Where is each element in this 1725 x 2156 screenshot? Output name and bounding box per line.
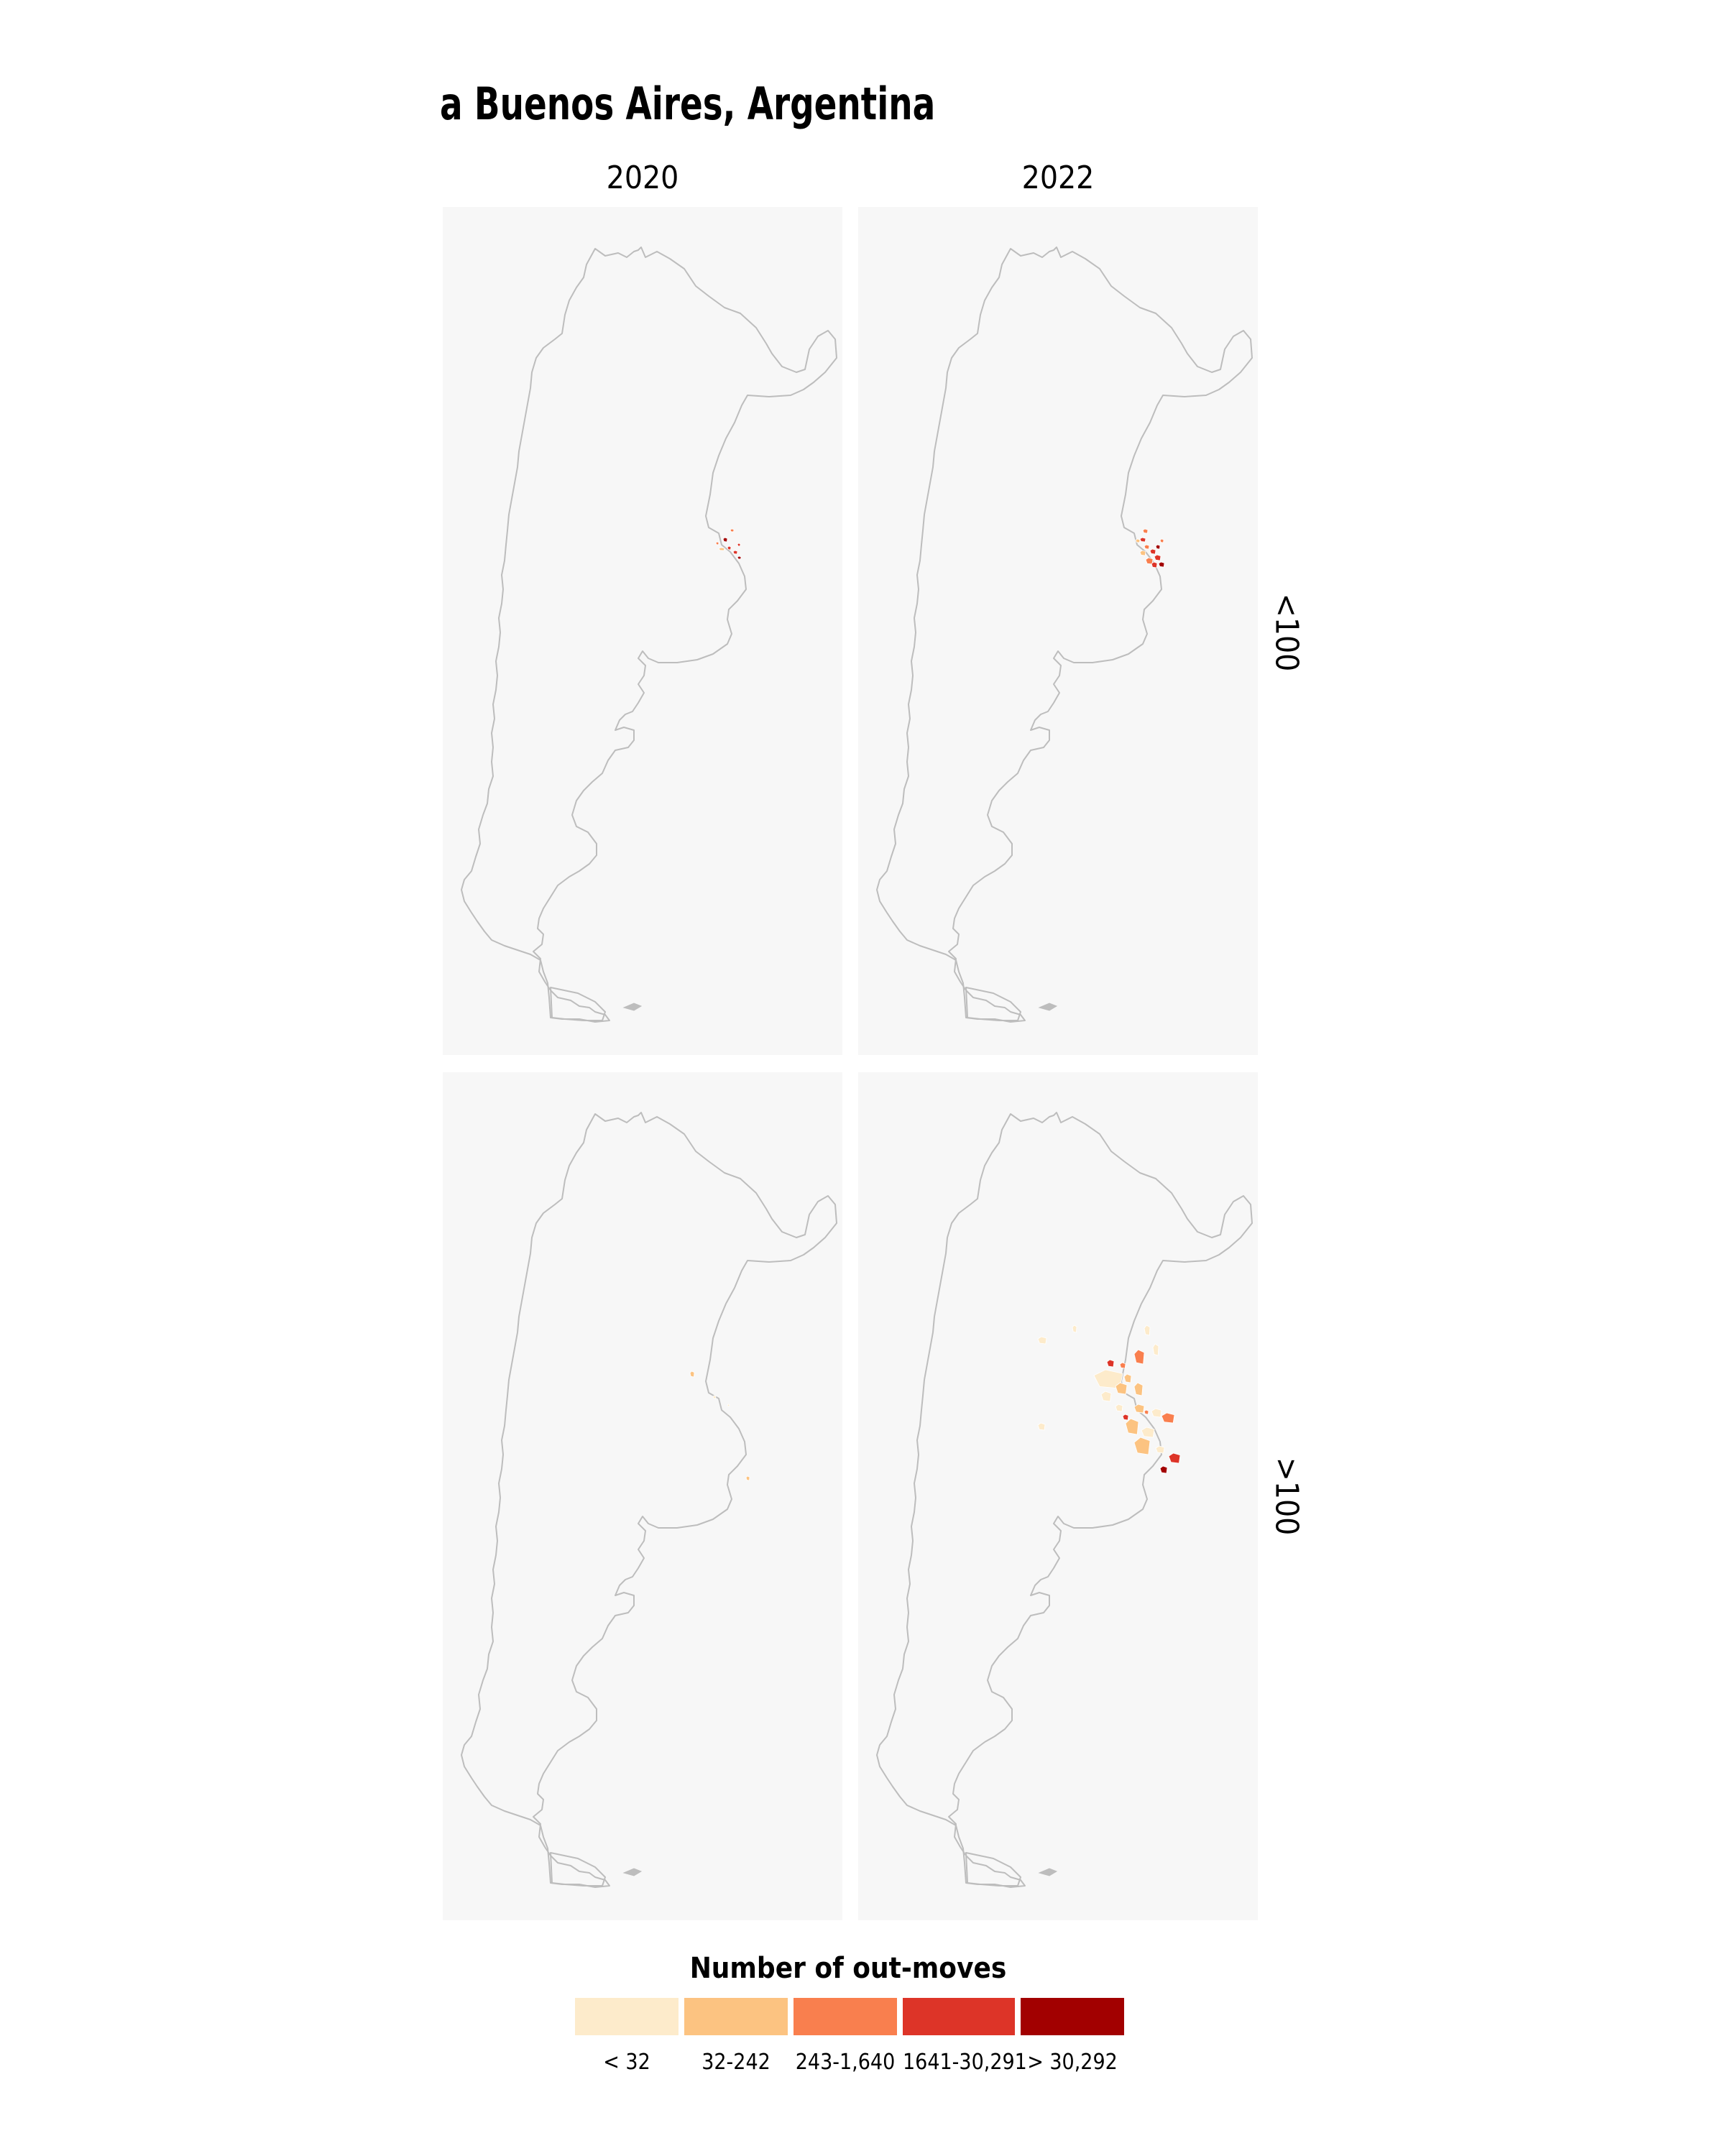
department-region: [1161, 1412, 1175, 1424]
department-region: [737, 543, 741, 547]
department-region: [1125, 1418, 1139, 1435]
tierra-del-fuego-outline: [550, 1852, 606, 1886]
argentina-map: [876, 247, 1253, 1023]
legend-label-243-1640: 243-1,640: [795, 2050, 896, 2075]
row-label-under-100: <100: [1268, 593, 1305, 672]
department-region: [1151, 561, 1158, 568]
department-region: [1144, 544, 1150, 550]
department-region: [715, 541, 719, 545]
row-label-over-100: >100: [1268, 1457, 1305, 1536]
department-region: [1133, 1404, 1145, 1414]
island-outline: [1038, 1003, 1058, 1011]
legend-swatch-lt-32: [575, 1998, 678, 2035]
department-region: [1106, 1359, 1115, 1368]
legend-swatch-32-242: [684, 1998, 788, 2035]
department-region: [1141, 1427, 1155, 1438]
department-region: [1115, 1404, 1123, 1412]
department-region: [1149, 548, 1156, 555]
map-panel-2022-under-100: [858, 207, 1258, 1055]
map-panel-2020-under-100: [443, 207, 842, 1055]
department-region: [1037, 1336, 1047, 1345]
department-region: [1072, 1325, 1077, 1333]
department-region: [1119, 1362, 1126, 1369]
department-region: [727, 545, 732, 550]
department-region: [718, 547, 725, 551]
legend-label-1641-30291: 1641-30,291: [903, 2050, 1027, 2075]
legend-label-32-242: 32-242: [702, 2050, 770, 2075]
department-region: [1037, 1422, 1046, 1431]
department-region: [1133, 1382, 1144, 1396]
department-region: [1100, 1391, 1112, 1402]
argentina-map: [461, 247, 837, 1023]
department-region: [1142, 528, 1149, 534]
island-outline: [622, 1003, 643, 1011]
department-region: [1123, 1373, 1132, 1383]
department-region: [712, 1395, 717, 1399]
department-region: [732, 550, 738, 555]
department-region: [1151, 1408, 1162, 1418]
island-outline: [1038, 1868, 1058, 1876]
legend-label-gt-30292: > 30,292: [1027, 2050, 1118, 2075]
legend-swatch-243-1640: [794, 1998, 897, 2035]
department-region: [1133, 1437, 1151, 1455]
legend-swatch-gt-30292: [1021, 1998, 1124, 2035]
legend-title: Number of out-moves: [689, 1952, 1007, 1985]
department-region: [1155, 1445, 1165, 1454]
argentina-map: [461, 1112, 837, 1888]
department-region: [1135, 538, 1141, 543]
island-outline: [622, 1868, 643, 1876]
department-region: [1159, 538, 1164, 543]
department-region: [1152, 1343, 1159, 1356]
department-region: [1115, 1382, 1128, 1395]
country-outline: [876, 247, 1253, 1023]
department-region: [727, 1404, 730, 1407]
department-region: [1093, 1369, 1123, 1389]
department-region: [737, 556, 742, 560]
department-region: [1168, 1452, 1181, 1464]
country-outline: [461, 1112, 837, 1888]
department-region: [1144, 1325, 1151, 1336]
department-region: [1144, 1409, 1149, 1415]
department-region: [1155, 544, 1161, 550]
map-panel-2022-over-100: [858, 1072, 1258, 1920]
legend-label-lt-32: < 32: [603, 2050, 650, 2075]
chart-title: a Buenos Aires, Argentina: [440, 78, 936, 130]
country-outline: [876, 1112, 1253, 1888]
department-region: [730, 528, 735, 533]
department-region: [1145, 557, 1154, 565]
tierra-del-fuego-outline: [550, 987, 606, 1021]
department-region: [1139, 550, 1146, 556]
department-region: [745, 1475, 750, 1481]
argentina-map: [876, 1112, 1253, 1888]
tierra-del-fuego-outline: [965, 987, 1021, 1021]
department-region: [1133, 1349, 1145, 1365]
map-panel-2020-over-100: [443, 1072, 842, 1920]
country-outline: [461, 247, 837, 1023]
department-region: [1139, 537, 1146, 543]
department-region: [1122, 1414, 1129, 1421]
department-region: [1158, 561, 1165, 568]
column-label-2022: 2022: [1021, 160, 1095, 196]
department-region: [689, 1370, 695, 1378]
column-label-2020: 2020: [606, 160, 679, 196]
tierra-del-fuego-outline: [965, 1852, 1021, 1886]
department-region: [722, 537, 728, 543]
department-region: [1159, 1465, 1168, 1474]
department-region: [1154, 554, 1162, 561]
legend-swatch-1641-30291: [903, 1998, 1015, 2035]
